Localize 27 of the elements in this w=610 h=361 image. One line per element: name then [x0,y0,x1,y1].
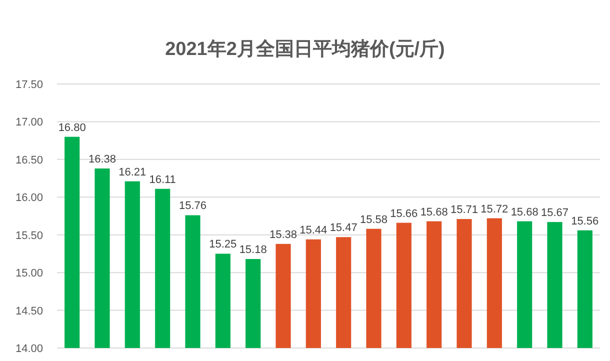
y-tick-label: 16.00 [15,192,43,204]
data-label: 16.21 [118,166,146,178]
data-label: 15.44 [300,224,328,236]
y-tick-label: 15.50 [15,230,43,242]
data-label: 15.68 [510,206,538,218]
y-tick-label: 14.50 [15,305,43,318]
y-tick-label: 15.00 [15,268,43,280]
data-label: 16.11 [149,174,176,186]
data-label: 15.68 [420,206,448,218]
y-tick-label: 17.00 [15,116,43,129]
y-tick-label: 16.50 [15,154,43,166]
data-label: 16.80 [58,122,86,134]
chart-title: 2021年2月全国日平均猪价(元/斤) [165,38,445,60]
y-tick-label: 17.50 [15,79,43,91]
data-label: 15.72 [480,203,508,216]
data-label: 15.18 [239,244,267,256]
data-label: 15.66 [390,208,418,220]
data-label: 15.58 [360,214,388,226]
data-label: 15.76 [178,200,207,212]
data-label: 15.25 [209,238,237,251]
data-label: 16.38 [88,153,116,166]
data-label: 15.47 [330,222,358,234]
data-label: 15.71 [450,204,478,216]
data-label: 15.38 [269,228,298,241]
y-tick-label: 14.00 [15,343,43,355]
data-label: 15.56 [571,215,599,228]
data-label: 15.67 [540,207,569,220]
